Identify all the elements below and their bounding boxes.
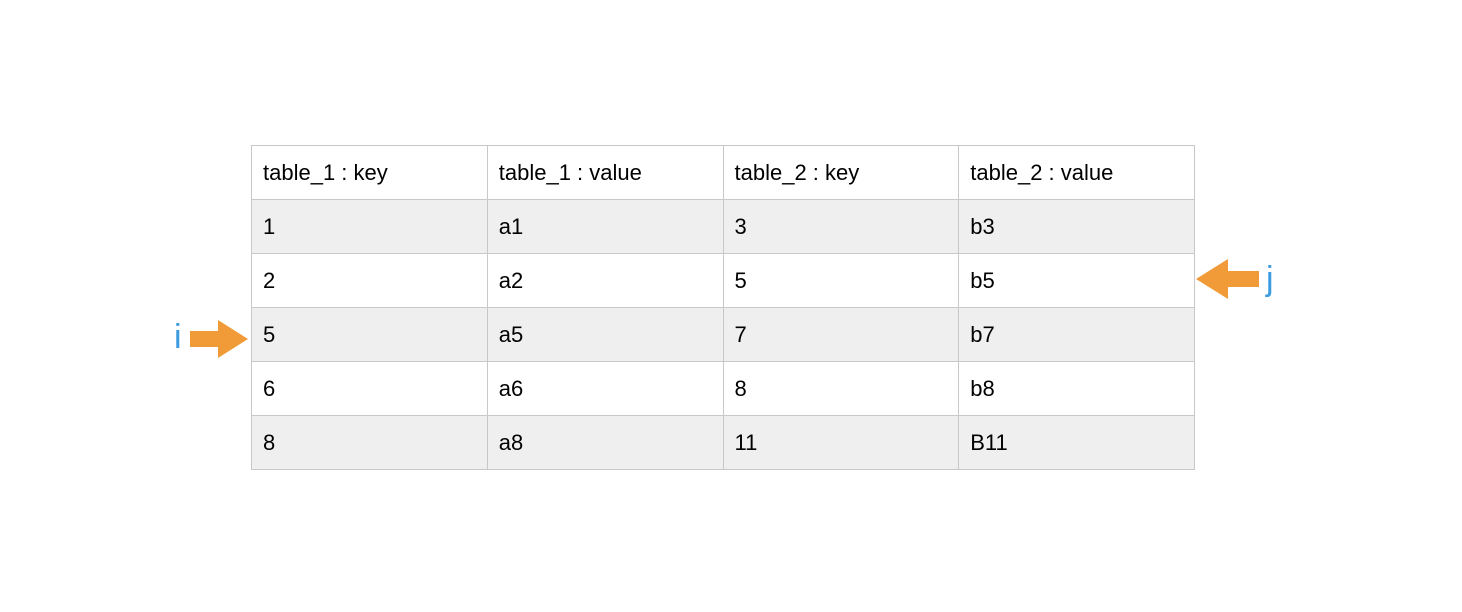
arrow-left-icon bbox=[1196, 259, 1259, 299]
table-cell: b8 bbox=[958, 361, 1195, 416]
arrow-right-shape bbox=[190, 320, 248, 358]
table-row: 2 a2 5 b5 bbox=[251, 253, 1195, 308]
header-cell: table_1 : key bbox=[251, 145, 488, 200]
table-cell: a2 bbox=[486, 253, 724, 308]
key-value-table: table_1 : key table_1 : value table_2 : … bbox=[251, 145, 1195, 470]
table-cell: 7 bbox=[722, 307, 960, 362]
table-cell: b5 bbox=[958, 253, 1195, 308]
header-cell: table_1 : value bbox=[486, 145, 724, 200]
table-cell: a8 bbox=[486, 415, 724, 470]
table-cell: a6 bbox=[486, 361, 724, 416]
table-cell: 2 bbox=[251, 253, 488, 308]
table-cell: 6 bbox=[251, 361, 488, 416]
table-cell: 5 bbox=[722, 253, 960, 308]
arrow-left-shape bbox=[1196, 259, 1259, 299]
header-cell: table_2 : value bbox=[958, 145, 1195, 200]
header-row: table_1 : key table_1 : value table_2 : … bbox=[251, 145, 1195, 200]
table-row: 6 a6 8 b8 bbox=[251, 361, 1195, 416]
table-cell: 3 bbox=[722, 199, 960, 254]
table-cell: 1 bbox=[251, 199, 488, 254]
table-cell: a1 bbox=[486, 199, 724, 254]
table-cell: b7 bbox=[958, 307, 1195, 362]
table-cell: 8 bbox=[722, 361, 960, 416]
pointer-i-label: i bbox=[174, 318, 182, 356]
table-cell: 11 bbox=[722, 415, 960, 470]
table-row: 5 a5 7 b7 bbox=[251, 307, 1195, 362]
table-cell: a5 bbox=[486, 307, 724, 362]
table-row: 1 a1 3 b3 bbox=[251, 199, 1195, 254]
table-cell: 5 bbox=[251, 307, 488, 362]
header-cell: table_2 : key bbox=[722, 145, 960, 200]
table-row: 8 a8 11 B11 bbox=[251, 415, 1195, 470]
pointer-j-label: j bbox=[1266, 260, 1274, 298]
table-cell: B11 bbox=[958, 415, 1195, 470]
arrow-right-icon bbox=[190, 320, 248, 358]
table-cell: b3 bbox=[958, 199, 1195, 254]
table-cell: 8 bbox=[251, 415, 488, 470]
